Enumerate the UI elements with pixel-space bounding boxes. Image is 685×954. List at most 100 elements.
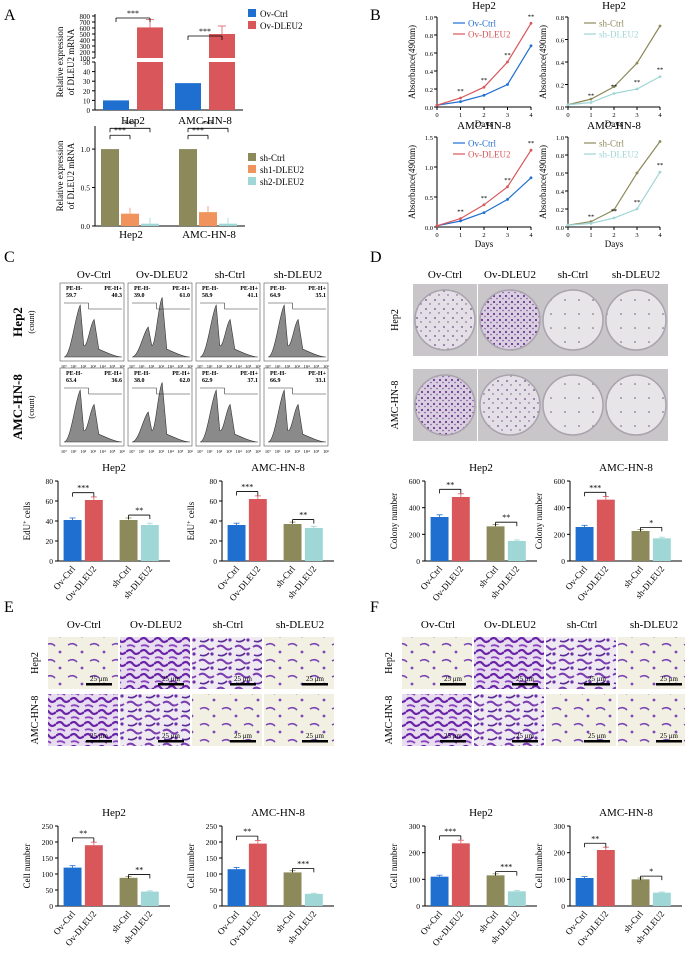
x-tick-label: 10³ xyxy=(90,364,97,369)
bar-sh-DLEU2 xyxy=(304,528,323,561)
data-point xyxy=(589,222,593,225)
gate-value: 61.0 xyxy=(180,293,191,299)
x-tick-label: 10⁴ xyxy=(168,364,175,369)
scale-bar xyxy=(86,740,112,743)
bar-ov-ctrl xyxy=(175,83,201,110)
colony-column-label: sh-DLEU2 xyxy=(612,269,660,281)
bar-sh-DLEU2 xyxy=(140,525,159,561)
data-point xyxy=(506,185,509,189)
scale-bar xyxy=(302,683,328,686)
gate-value: 37.1 xyxy=(248,378,259,384)
micrograph xyxy=(618,694,685,746)
y-tick-label: 200 xyxy=(409,530,421,539)
scale-bar xyxy=(656,683,682,686)
legend-label: Ov-DLEU2 xyxy=(260,21,303,31)
x-tick-label: 10⁶ xyxy=(323,449,330,454)
sig-mark: ** xyxy=(504,177,511,184)
y-tick-label: 20 xyxy=(210,537,218,546)
transwell-f-row-label: AMC-HN-8 xyxy=(384,696,395,745)
chart-title: Hep2 xyxy=(102,807,126,819)
flow-histogram xyxy=(131,297,191,358)
gate-value: 36.6 xyxy=(112,378,123,384)
y-axis-label: Absorbance(490nm) xyxy=(538,145,548,219)
scale-label: 25 μm xyxy=(660,732,679,740)
transwell-e-column-label: Ov-DLEU2 xyxy=(130,619,182,631)
x-tick-label: 10³ xyxy=(90,449,97,454)
flow-row-sublabel: (count) xyxy=(27,310,36,333)
bar-Ov-Ctrl xyxy=(63,520,82,561)
y-tick-label: 0.6 xyxy=(556,38,565,45)
panel-letter-B: B xyxy=(370,7,381,24)
bar-Ov-DLEU2 xyxy=(248,499,267,561)
legend-label: Ov-DLEU2 xyxy=(468,150,511,160)
sig-mark: *** xyxy=(192,126,204,135)
colony-plate xyxy=(542,289,604,351)
sig-mark: ** xyxy=(634,79,641,86)
colony-plate xyxy=(414,374,476,436)
flow-histogram xyxy=(131,382,191,443)
data-point xyxy=(658,170,662,174)
scale-bar xyxy=(512,740,538,743)
scale-label: 25 μm xyxy=(162,675,181,683)
y-tick-label: 0 xyxy=(213,557,217,566)
y-tick-label: 400 xyxy=(554,504,566,513)
y-tick-label: 0.4 xyxy=(425,69,434,76)
bar-sh-DLEU2 xyxy=(140,891,159,906)
y-axis-label: Colony number xyxy=(534,493,544,549)
scale-label: 25 μm xyxy=(306,675,325,683)
scale-bar xyxy=(158,740,184,743)
y-tick-label: 10 xyxy=(83,97,91,105)
y-tick-label: 300 xyxy=(409,822,421,831)
colony-plate xyxy=(479,374,541,436)
data-point xyxy=(658,24,662,28)
colony-plate xyxy=(605,289,667,351)
x-axis-label: Days xyxy=(475,119,494,129)
y-tick-label: 1.5 xyxy=(425,135,433,142)
transwell-f-column-label: Ov-DLEU2 xyxy=(484,619,536,631)
x-tick-label: 10⁵ xyxy=(177,364,184,369)
y-tick-label: 0.4 xyxy=(556,60,565,67)
y-tick-label: 700 xyxy=(80,19,91,27)
bar-sh-Ctrl xyxy=(119,877,138,906)
x-tick-label: 10¹ xyxy=(71,449,78,454)
sig-mark: ** xyxy=(504,52,511,59)
x-tick-label: 10⁴ xyxy=(100,449,107,454)
bar-sh1-DLEU2 xyxy=(121,213,139,226)
y-tick-label: 500 xyxy=(80,31,91,39)
bar-sh-Ctrl xyxy=(631,879,650,906)
x-tick-label: 10² xyxy=(148,364,155,369)
x-tick-label: 10¹ xyxy=(275,364,282,369)
flow-histogram xyxy=(199,304,259,358)
flow-column-label: sh-Ctrl xyxy=(215,269,246,281)
bar-sh2-DLEU2 xyxy=(219,223,237,226)
y-tick-label: 1.0 xyxy=(556,135,564,142)
x-tick-label: 4 xyxy=(658,232,662,239)
flow-column-label: sh-DLEU2 xyxy=(274,269,322,281)
micrograph xyxy=(474,694,544,746)
bar-Ov-Ctrl xyxy=(63,867,82,906)
y-tick-label: 0.0 xyxy=(425,105,433,112)
y-axis-label: Relative expression xyxy=(55,140,65,211)
x-tick-label: 10⁵ xyxy=(245,364,252,369)
gate-label: PE-H+ xyxy=(240,286,258,292)
scale-label: 25 μm xyxy=(306,732,325,740)
x-tick-label: 10² xyxy=(80,364,87,369)
y-tick-label: 300 xyxy=(554,822,566,831)
chart-title: AMC-HN-8 xyxy=(457,120,511,132)
scale-label: 25 μm xyxy=(588,675,607,683)
chart-title: AMC-HN-8 xyxy=(251,807,305,819)
x-tick-label: 10⁶ xyxy=(323,364,330,369)
chart-title: Hep2 xyxy=(602,0,626,12)
transwell-f-column-label: sh-Ctrl xyxy=(567,619,598,631)
x-axis-label: Days xyxy=(475,239,494,249)
bar-sh-DLEU2 xyxy=(507,891,526,906)
x-tick-label: 10° xyxy=(61,364,68,369)
data-point xyxy=(529,148,533,152)
x-tick-label: 4 xyxy=(529,112,533,119)
y-tick-label: 50 xyxy=(83,59,91,67)
bar-Ov-Ctrl xyxy=(430,517,449,561)
colony-plate xyxy=(542,374,604,436)
scale-bar xyxy=(656,740,682,743)
y-axis-label: of DLEU2 mRNA xyxy=(66,142,76,209)
gate-label: PE-H+ xyxy=(104,286,122,292)
